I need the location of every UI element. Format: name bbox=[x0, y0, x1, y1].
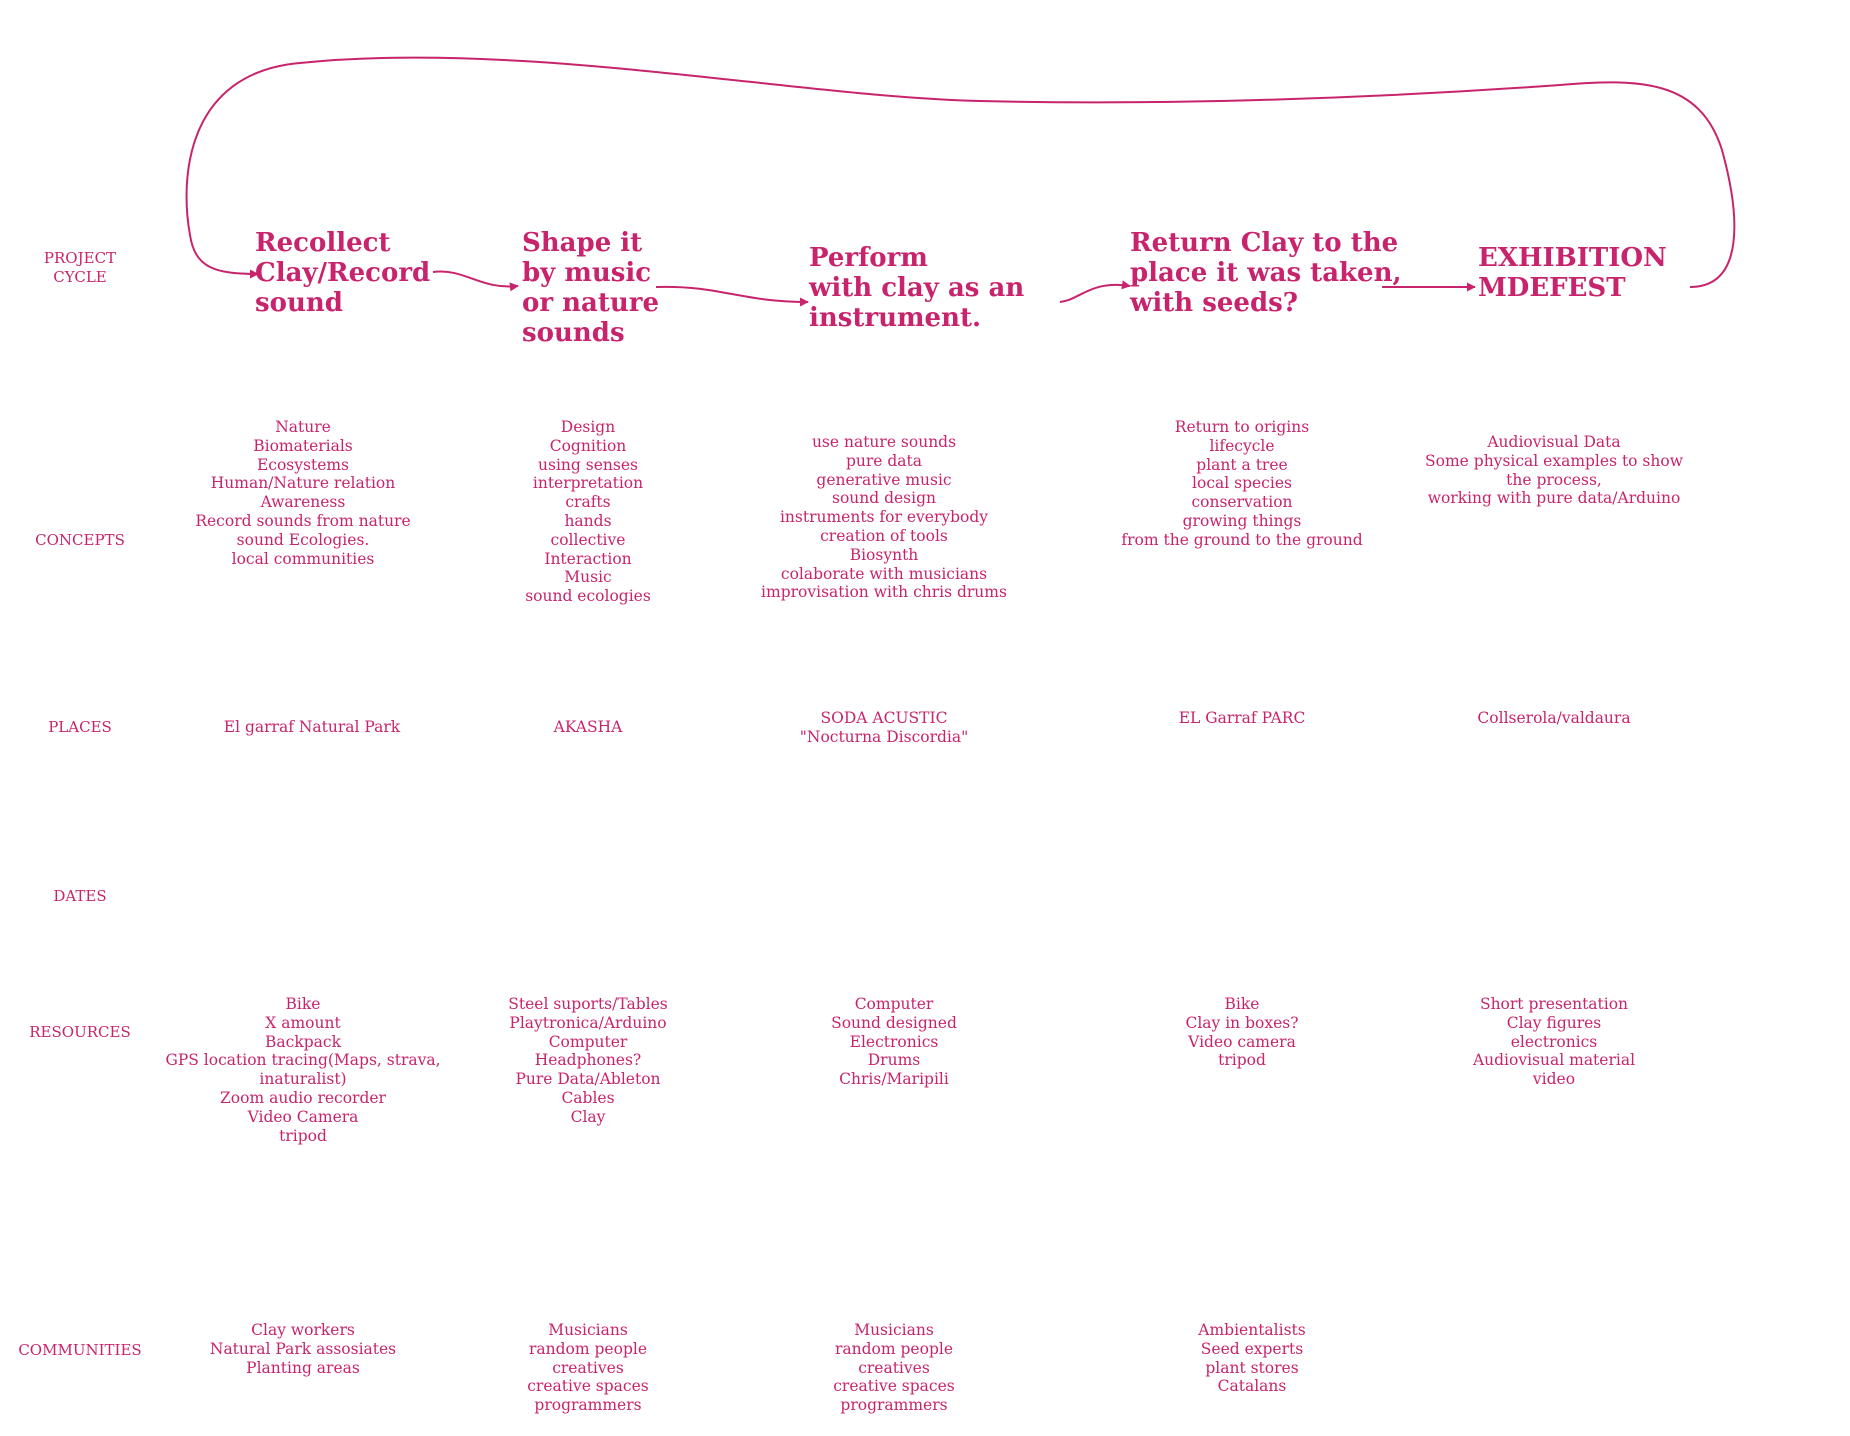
resources-stage-1: Bike X amount Backpack GPS location trac… bbox=[165, 995, 441, 1145]
communities-stage-2: Musicians random people creatives creati… bbox=[527, 1321, 649, 1415]
concepts-stage-4: Return to origins lifecycle plant a tree… bbox=[1121, 418, 1363, 549]
stage-1-title: Recollect Clay/Record sound bbox=[255, 228, 431, 318]
communities-stage-4: Ambientalists Seed experts plant stores … bbox=[1198, 1321, 1306, 1396]
place-stage-2: AKASHA bbox=[553, 718, 623, 736]
row-label-dates: DATES bbox=[53, 887, 107, 905]
resources-stage-2: Steel suports/Tables Playtronica/Arduino… bbox=[508, 995, 668, 1126]
stage-5-title: EXHIBITION MDEFEST bbox=[1478, 243, 1667, 303]
place-stage-1: El garraf Natural Park bbox=[223, 718, 401, 736]
stage-4-title: Return Clay to the place it was taken, w… bbox=[1130, 228, 1402, 318]
place-stage-3: SODA ACUSTIC "Nocturna Discordia" bbox=[799, 709, 969, 746]
stage-3-title: Perform with clay as an instrument. bbox=[809, 243, 1025, 333]
arrow-stage3-to-stage4 bbox=[1059, 280, 1131, 303]
arrow-stage1-to-stage2 bbox=[432, 270, 519, 292]
row-label-resources: RESOURCES bbox=[29, 1023, 131, 1041]
place-stage-4: EL Garraf PARC bbox=[1178, 709, 1306, 727]
row-label-places: PLACES bbox=[48, 718, 112, 736]
communities-stage-3: Musicians random people creatives creati… bbox=[833, 1321, 955, 1415]
row-label-communities: COMMUNITIES bbox=[18, 1341, 142, 1359]
loop-back-arrow bbox=[185, 56, 1736, 288]
row-label-concepts: CONCEPTS bbox=[35, 531, 125, 549]
concepts-stage-1: Nature Biomaterials Ecosystems Human/Nat… bbox=[195, 418, 411, 568]
row-label-project-cycle: PROJECT CYCLE bbox=[43, 249, 117, 286]
resources-stage-3: Computer Sound designed Electronics Drum… bbox=[831, 995, 957, 1089]
arrow-stage2-to-stage3 bbox=[655, 285, 809, 307]
concepts-stage-5: Audiovisual Data Some physical examples … bbox=[1425, 433, 1683, 508]
resources-stage-4: Bike Clay in boxes? Video camera tripod bbox=[1185, 995, 1299, 1070]
concepts-stage-2: Design Cognition using senses interpreta… bbox=[525, 418, 651, 606]
place-stage-5: Collserola/valdaura bbox=[1477, 709, 1631, 727]
concepts-stage-3: use nature sounds pure data generative m… bbox=[761, 433, 1007, 602]
stage-2-title: Shape it by music or nature sounds bbox=[522, 228, 659, 348]
communities-stage-1: Clay workers Natural Park assosiates Pla… bbox=[209, 1321, 397, 1377]
resources-stage-5: Short presentation Clay figures electron… bbox=[1472, 995, 1636, 1089]
